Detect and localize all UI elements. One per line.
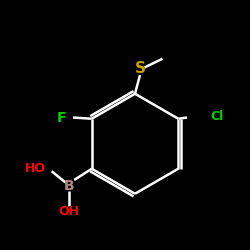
- Text: HO: HO: [24, 162, 46, 175]
- Text: B: B: [64, 179, 74, 193]
- Text: F: F: [57, 110, 67, 124]
- Text: S: S: [134, 61, 145, 76]
- Text: Cl: Cl: [211, 110, 224, 123]
- Text: OH: OH: [59, 205, 80, 218]
